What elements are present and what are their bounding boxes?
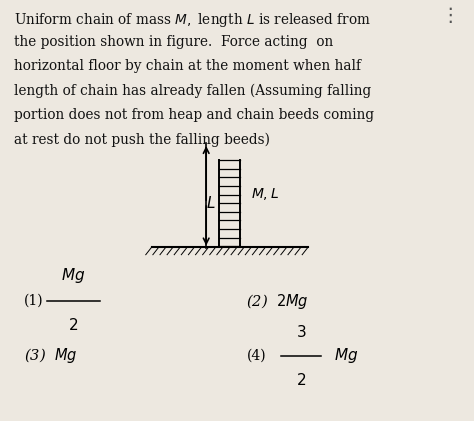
Text: Uniform chain of mass $M,$ length $L$ is released from: Uniform chain of mass $M,$ length $L$ is… bbox=[14, 11, 372, 29]
Text: (2)  $2Mg$: (2) $2Mg$ bbox=[246, 291, 309, 311]
Text: (4): (4) bbox=[246, 349, 266, 363]
Text: (1): (1) bbox=[24, 294, 43, 308]
Text: $M, L$: $M, L$ bbox=[251, 186, 279, 202]
Text: the position shown in figure.  Force acting  on: the position shown in figure. Force acti… bbox=[14, 35, 334, 49]
Text: portion does not from heap and chain beeds coming: portion does not from heap and chain bee… bbox=[14, 108, 374, 122]
Text: $3$: $3$ bbox=[296, 324, 306, 340]
Text: horizontal floor by chain at the moment when half: horizontal floor by chain at the moment … bbox=[14, 59, 361, 73]
Text: ⋮: ⋮ bbox=[440, 6, 460, 25]
Text: $2$: $2$ bbox=[68, 317, 79, 333]
Text: $2$: $2$ bbox=[296, 372, 306, 388]
Text: $Mg$: $Mg$ bbox=[61, 266, 86, 285]
Text: at rest do not push the falling beeds): at rest do not push the falling beeds) bbox=[14, 133, 270, 147]
Text: $L$: $L$ bbox=[206, 195, 216, 211]
Text: $Mg$: $Mg$ bbox=[334, 346, 358, 365]
Text: (3)  $Mg$: (3) $Mg$ bbox=[24, 346, 77, 365]
Text: length of chain has already fallen (Assuming falling: length of chain has already fallen (Assu… bbox=[14, 84, 372, 98]
